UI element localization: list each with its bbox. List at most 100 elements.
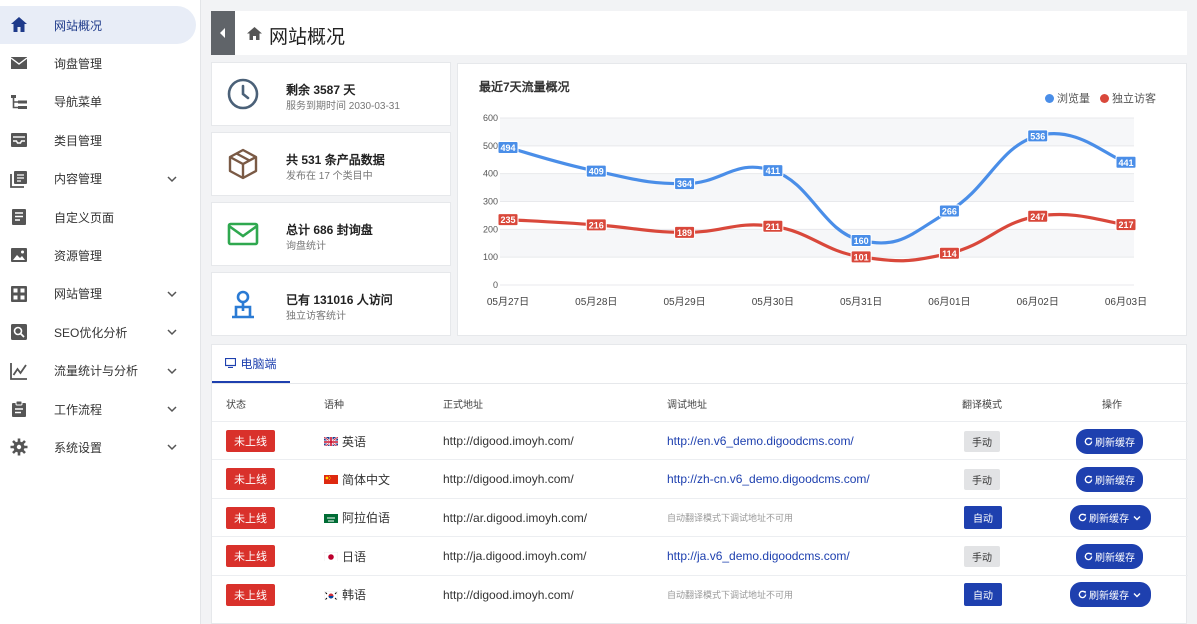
data-label: 247: [1030, 212, 1045, 222]
debug-url-link[interactable]: http://zh-cn.v6_demo.digoodcms.com/: [667, 472, 870, 487]
monitor-icon: [225, 358, 237, 368]
sidebar-item[interactable]: 资源管理: [0, 236, 196, 274]
data-label: 266: [942, 206, 957, 216]
debug-url-link[interactable]: http://ja.v6_demo.digoodcms.com/: [667, 549, 850, 564]
stat-card-visitors: 已有 131016 人访问 独立访客统计: [211, 272, 451, 336]
chevron-down-icon: [167, 406, 177, 413]
chevron-down-icon: [167, 444, 177, 451]
data-point: [585, 164, 607, 178]
sidebar-item-label: 网站概况: [54, 18, 103, 33]
refresh-icon: [1084, 475, 1093, 484]
refresh-icon: [1078, 513, 1087, 522]
stat-caption: 独立访客统计: [286, 311, 346, 322]
data-label: 160: [854, 236, 869, 246]
debug-url-unavailable: 自动翻译模式下调试地址不可用: [667, 513, 794, 524]
table-row: 未上线 英语 http://digood.imoyh.com/http://en.v…: [212, 421, 1188, 459]
status-badge: 未上线: [226, 545, 275, 568]
sidebar-item[interactable]: 类目管理: [0, 121, 196, 159]
image-icon: [10, 246, 28, 264]
series-line-1: [507, 212, 1127, 263]
grid-band: [500, 173, 1134, 202]
data-label: 101: [854, 252, 869, 262]
data-point: [674, 177, 696, 191]
language-name: 日语: [342, 549, 367, 564]
sidebar-item[interactable]: 自定义页面: [0, 198, 196, 236]
stat-value: 共 531 条产品数据: [286, 153, 385, 167]
x-tick-label: 06月01日: [928, 296, 970, 308]
data-label: 364: [677, 179, 692, 189]
trend-icon: [10, 362, 28, 380]
stat-value: 剩余 3587 天: [286, 83, 356, 97]
library-icon: [10, 170, 28, 188]
refresh-cache-button[interactable]: 刷新缓存: [1076, 543, 1143, 569]
inbox-icon: [10, 131, 28, 149]
sidebar-item[interactable]: 工作流程: [0, 390, 196, 428]
language-sites-panel: 电脑端 状态 语种 正式地址 调试地址 翻译模式 操作 未上线 英语 http://…: [211, 344, 1188, 624]
sidebar-item[interactable]: 导航菜单: [0, 83, 196, 121]
refresh-cache-label: 刷新缓存: [1089, 591, 1129, 603]
x-tick-label: 06月02日: [1017, 296, 1059, 308]
sidebar-item[interactable]: 询盘管理: [0, 44, 196, 82]
column-header-language: 语种: [324, 400, 344, 411]
sidebar-item-label: 系统设置: [54, 440, 103, 455]
table-row: 未上线 日语 http://ja.digood.imoyh.com/http://j…: [212, 536, 1188, 574]
tab-divider: [212, 383, 1188, 384]
official-url: http://ja.digood.imoyh.com/: [443, 549, 587, 564]
sidebar-item[interactable]: 系统设置: [0, 428, 196, 466]
refresh-cache-button[interactable]: 刷新缓存: [1076, 428, 1143, 454]
collapse-sidebar-button[interactable]: [211, 11, 235, 55]
data-point: [938, 246, 960, 260]
data-point: [850, 250, 872, 264]
debug-url-unavailable: 自动翻译模式下调试地址不可用: [667, 590, 794, 601]
sidebar-item-label: 资源管理: [54, 248, 103, 263]
stat-card-products: 共 531 条产品数据 发布在 17 个类目中: [211, 132, 451, 196]
data-point: [938, 204, 960, 218]
sidebar-item-label: 导航菜单: [54, 95, 103, 110]
clock-icon: [227, 78, 259, 110]
translation-mode-badge: 自动: [964, 583, 1002, 607]
official-url: http://ar.digood.imoyh.com/: [443, 510, 588, 525]
data-label: 441: [1118, 158, 1133, 168]
flag-uk-icon: [324, 436, 338, 446]
data-point: [1027, 129, 1049, 143]
translation-mode-badge: 手动: [964, 468, 1000, 490]
refresh-icon: [1084, 437, 1093, 445]
gear-icon: [10, 438, 28, 456]
column-header-actions: 操作: [1102, 400, 1122, 411]
y-tick-label: 200: [483, 224, 498, 234]
sidebar-item[interactable]: 网站概况: [0, 6, 196, 44]
column-header-url: 正式地址: [443, 400, 483, 411]
sidebar-item[interactable]: 流量统计与分析: [0, 352, 196, 390]
legend-item-visitors[interactable]: 独立访客: [1100, 90, 1156, 106]
column-header-status: 状态: [226, 400, 246, 411]
sidebar-item[interactable]: SEO优化分析: [0, 313, 196, 351]
refresh-cache-button[interactable]: 刷新缓存: [1076, 466, 1143, 492]
refresh-cache-button[interactable]: 刷新缓存: [1070, 582, 1151, 608]
refresh-cache-label: 刷新缓存: [1095, 475, 1135, 487]
y-tick-label: 100: [483, 252, 498, 262]
data-label: 411: [766, 166, 781, 176]
sidebar-item[interactable]: 内容管理: [0, 160, 196, 198]
stat-caption: 发布在 17 个类目中: [286, 171, 373, 182]
data-point: [762, 164, 784, 178]
data-point: [497, 141, 519, 155]
sidebar-item-label: 内容管理: [54, 172, 103, 187]
sidebar-item[interactable]: 网站管理: [0, 275, 196, 313]
y-tick-label: 300: [483, 197, 498, 207]
x-tick-label: 06月03日: [1105, 296, 1147, 308]
envelope-icon: [227, 222, 259, 246]
column-header-translation-mode: 翻译模式: [962, 400, 1002, 411]
refresh-cache-label: 刷新缓存: [1089, 514, 1129, 526]
traffic-chart-panel: 最近7天流量概况 浏览量 独立访客 0 100 200 300 400 500 600 05月…: [457, 63, 1187, 336]
refresh-cache-button[interactable]: 刷新缓存: [1070, 505, 1151, 531]
data-point: [850, 233, 872, 247]
language-name: 韩语: [342, 588, 367, 603]
debug-url-link[interactable]: http://en.v6_demo.digoodcms.com/: [667, 434, 854, 448]
data-point: [674, 225, 696, 239]
sidebar-item-label: 类目管理: [54, 133, 103, 148]
legend-item-pageviews[interactable]: 浏览量: [1045, 90, 1090, 106]
tab-desktop[interactable]: 电脑端: [212, 345, 290, 383]
translation-mode-badge: 手动: [964, 545, 1000, 567]
page-icon: [10, 208, 28, 226]
data-label: 536: [1030, 131, 1045, 141]
